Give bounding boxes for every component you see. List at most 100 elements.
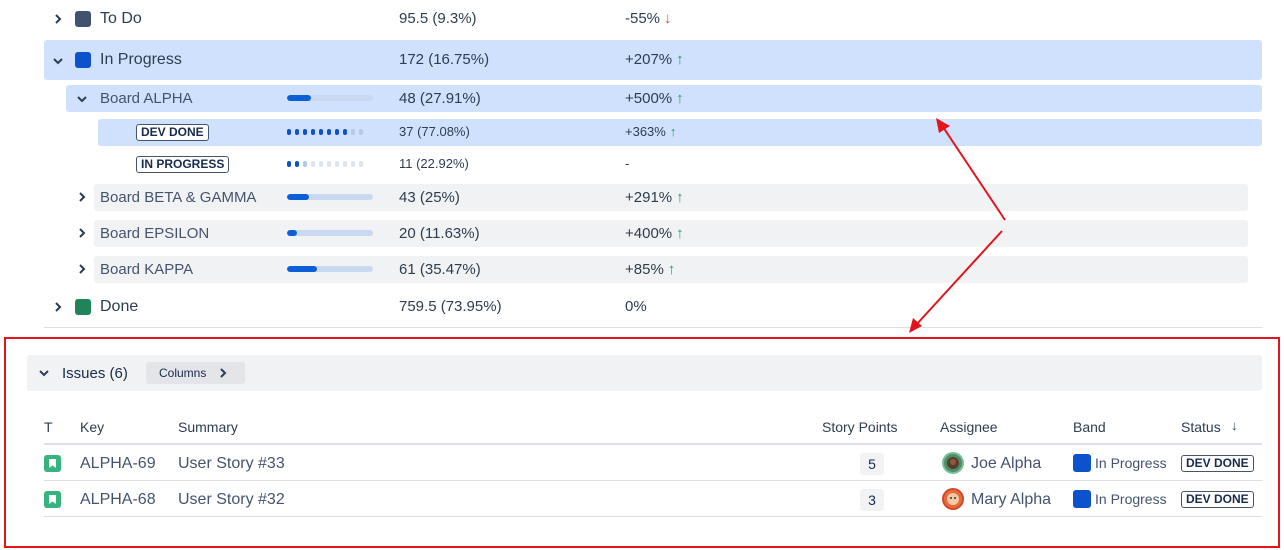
progress-dot [303,161,307,167]
expand-todo-chevron-icon[interactable] [53,14,63,24]
arrow-up-icon: ↑ [676,225,684,242]
expand-done-chevron-icon[interactable] [53,302,63,312]
arrow-up-icon: ↑ [676,51,684,68]
issue-summary-link[interactable]: User Story #32 [178,491,285,508]
board-kappa-row[interactable] [94,256,1248,283]
columns-button[interactable] [146,362,245,384]
board-kappa-change: +85% ↑ [625,261,675,278]
board-kappa-value: 61 (35.47%) [399,261,481,278]
in-progress-row-highlight[interactable] [44,40,1262,80]
header-band[interactable]: Band [1073,419,1106,435]
progress-dot [335,161,339,167]
board-beta-gamma-row[interactable] [94,184,1248,211]
progress-dot [287,161,291,167]
story-type-icon [44,455,61,472]
board-beta-gamma-value: 43 (25%) [399,189,460,206]
progress-dot [359,161,363,167]
header-key[interactable]: Key [80,419,105,435]
avatar [942,488,964,510]
in-progress-change-value: +207% [625,51,673,68]
status-tag: DEV DONE [1181,491,1254,508]
band-label: In Progress [1095,491,1167,507]
board-epsilon-progress-bar [287,230,373,236]
expand-board-epsilon-chevron-icon[interactable] [77,228,87,238]
arrow-up-icon: ↑ [667,261,676,278]
assignee-name: Joe Alpha [971,455,1042,472]
collapse-issues-chevron-icon[interactable] [39,368,49,378]
dev-done-status-tag: DEV DONE [136,124,209,141]
done-change: 0% [625,298,647,315]
progress-dot [351,129,355,135]
done-label[interactable]: Done [100,298,139,315]
issue-key-link[interactable]: ALPHA-68 [80,491,156,508]
board-alpha-change-value: +500% [625,90,673,107]
board-alpha-value: 48 (27.91%) [399,90,481,107]
progress-dot [335,129,339,135]
band-color-icon [1073,454,1091,472]
dev-done-row-highlight[interactable] [98,119,1262,146]
progress-dot [359,129,363,135]
todo-change: -55% ↓ [625,10,672,27]
story-points-badge: 5 [860,453,884,475]
table-header-divider [44,443,1262,445]
board-kappa-label[interactable]: Board KAPPA [100,261,194,278]
board-kappa-progress-fill [287,266,318,272]
columns-chevron-icon[interactable] [218,368,228,378]
board-epsilon-change: +400% ↑ [625,225,684,242]
in-progress-progress-dots [287,160,363,168]
collapse-in-progress-chevron-icon[interactable] [53,56,63,66]
dev-done-change: +363% ↑ [625,124,676,139]
header-status[interactable]: Status [1181,419,1221,435]
status-tag: DEV DONE [1181,455,1254,472]
in-progress-status-tag: IN PROGRESS [136,156,230,173]
annotation-highlight-box [4,337,1280,548]
board-beta-gamma-change-value: +291% [625,189,673,206]
board-alpha-label[interactable]: Board ALPHA [100,90,193,107]
in-progress-value: 172 (16.75%) [399,51,490,68]
progress-dot [311,129,315,135]
arrow-down-icon: ↓ [664,10,672,27]
dev-done-change-value: +363% [625,124,666,139]
progress-dot [343,129,347,135]
progress-dot [319,129,323,135]
expand-board-beta-gamma-chevron-icon[interactable] [77,192,87,202]
columns-button-label[interactable]: Columns [159,366,207,380]
progress-dot [287,129,291,135]
band-label: In Progress [1095,455,1167,471]
header-type[interactable]: T [44,419,53,435]
done-color-swatch [75,299,91,315]
board-epsilon-change-value: +400% [625,225,673,242]
board-epsilon-progress-fill [287,230,298,236]
in-progress-sub-value: 11 (22.92%) [399,156,469,171]
board-alpha-row-highlight[interactable] [66,85,1262,112]
board-kappa-progress-bar [287,266,373,272]
board-beta-gamma-progress-bar [287,194,373,200]
progress-dot [351,161,355,167]
board-epsilon-label[interactable]: Board EPSILON [100,225,210,242]
in-progress-change: +207% ↑ [625,51,684,68]
board-epsilon-row[interactable] [94,220,1248,247]
section-divider [44,327,1262,328]
expand-board-kappa-chevron-icon[interactable] [77,264,87,274]
board-alpha-progress-bar [287,95,373,101]
in-progress-label[interactable]: In Progress [100,51,182,68]
header-story-points[interactable]: Story Points [822,419,898,435]
progress-dot [343,161,347,167]
todo-label[interactable]: To Do [100,10,142,27]
board-alpha-change: +500% ↑ [625,90,684,107]
issue-key-link[interactable]: ALPHA-69 [80,455,156,472]
board-beta-gamma-label[interactable]: Board BETA & GAMMA [100,189,257,206]
collapse-board-alpha-chevron-icon[interactable] [77,94,87,104]
issue-summary-link[interactable]: User Story #33 [178,455,285,472]
dev-done-value: 37 (77.08%) [399,124,470,139]
header-summary[interactable]: Summary [178,419,238,435]
todo-value: 95.5 (9.3%) [399,10,477,27]
progress-dot [327,129,331,135]
sort-descending-icon[interactable]: ↓ [1231,418,1238,433]
board-beta-gamma-progress-fill [287,194,309,200]
progress-dot [327,161,331,167]
in-progress-color-swatch [75,52,91,68]
arrow-up-icon: ↑ [676,90,684,107]
avatar [942,452,964,474]
header-assignee[interactable]: Assignee [940,419,998,435]
